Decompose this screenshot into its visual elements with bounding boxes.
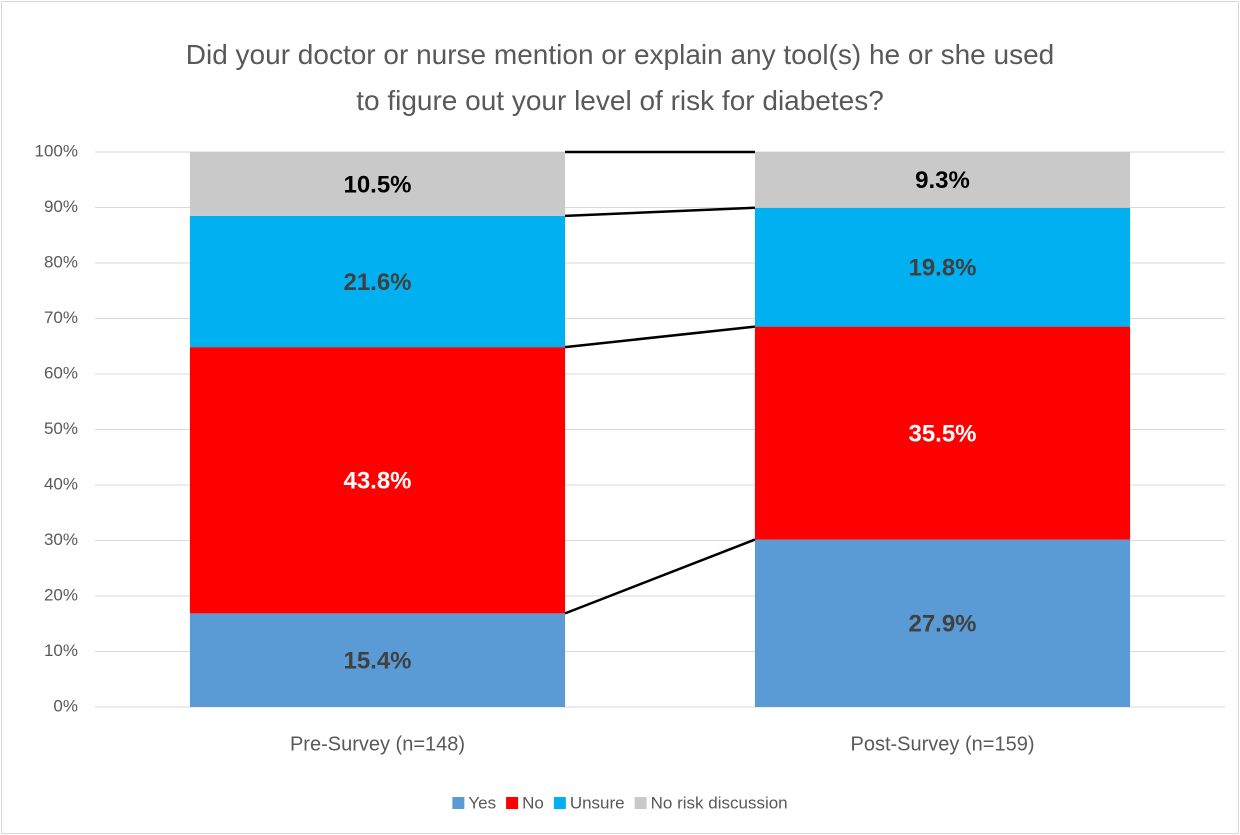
legend-swatch (506, 797, 519, 809)
data-label: 10.5% (343, 171, 411, 198)
bar-segment (754, 207, 1131, 327)
bar-segment (189, 347, 566, 614)
data-label: 27.9% (908, 611, 976, 638)
y-tick-label: 80% (44, 252, 78, 271)
chart-title: Did your doctor or nurse mention or expl… (185, 39, 1055, 116)
bar-segment (754, 326, 1131, 540)
y-tick-label: 40% (44, 474, 78, 493)
legend-swatch (452, 797, 465, 809)
data-label: 9.3% (915, 167, 970, 194)
bar-segment (754, 152, 1131, 208)
y-tick-label: 90% (44, 197, 78, 216)
data-label: 43.8% (343, 468, 411, 495)
legend-label: Unsure (570, 793, 625, 812)
y-tick-label: 70% (44, 308, 78, 327)
series-line (564, 538, 756, 615)
y-tick-label: 30% (44, 530, 78, 549)
data-label: 35.5% (908, 420, 976, 447)
series-line (565, 206, 755, 218)
bar-segment (189, 215, 566, 348)
x-tick-label: Post-Survey (n=159) (851, 733, 1035, 755)
series-line (564, 325, 756, 349)
y-tick-label: 100% (35, 141, 78, 160)
y-tick-label: 50% (44, 419, 78, 438)
legend-label: Yes (468, 793, 496, 812)
y-tick-label: 60% (44, 363, 78, 382)
data-label: 15.4% (343, 648, 411, 675)
legend-swatch (553, 797, 566, 809)
legend-swatch (634, 797, 647, 809)
bar-segment (189, 152, 566, 216)
data-label: 21.6% (343, 269, 411, 296)
bar-segment (754, 539, 1131, 707)
y-tick-label: 0% (53, 696, 78, 715)
legend-label: No risk discussion (651, 793, 788, 812)
data-label: 19.8% (908, 255, 976, 282)
y-tick-label: 10% (44, 641, 78, 660)
x-tick-label: Pre-Survey (n=148) (290, 733, 465, 755)
bar-segment (189, 613, 566, 707)
legend-label: No (522, 793, 544, 812)
y-tick-label: 20% (44, 585, 78, 604)
